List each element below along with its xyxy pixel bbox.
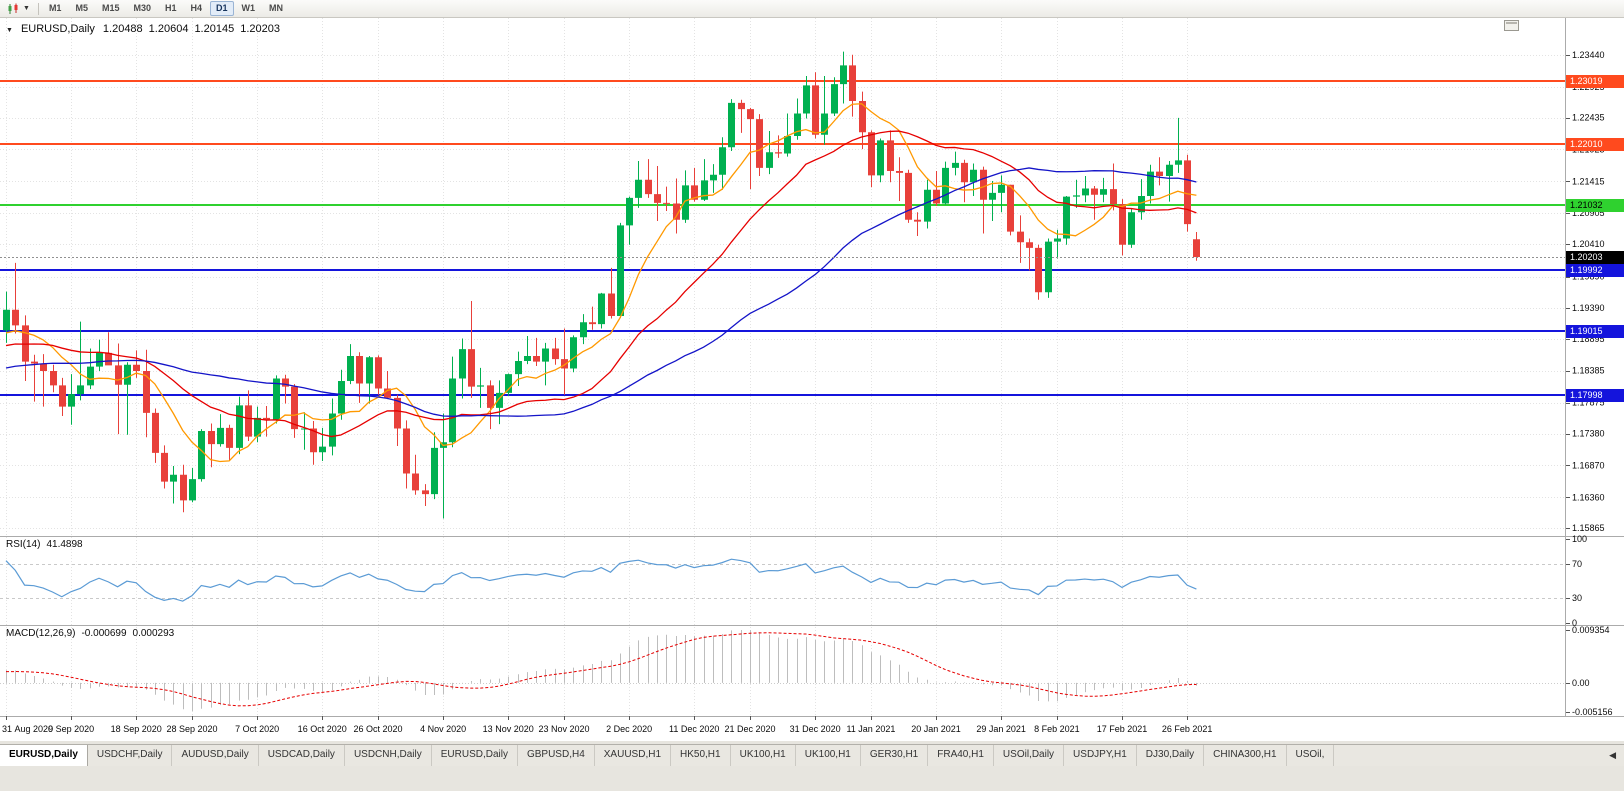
timeframe-button-w1[interactable]: W1 [241,3,256,13]
macd-name: MACD(12,26,9) [6,628,76,639]
chart-type-button[interactable]: ▼ [3,2,34,16]
macd-signal-value: 0.000293 [132,628,175,639]
chart-tab-3[interactable]: USDCAD,Daily [259,745,345,766]
open-value: 1.20488 [102,23,143,35]
timeframe-buttons: M1 M5 M15 M30 H1 H4 D1 W1 MN [43,1,289,16]
timeframe-button-h1[interactable]: H1 [165,3,177,13]
chart-title: ▼ EURUSD,Daily 1.20488 1.20604 1.20145 1… [6,23,280,35]
status-strip [0,766,1624,791]
timeframe-button-m1[interactable]: M1 [48,3,62,13]
candlestick-chart-icon [8,3,18,14]
price-level-badge-5: 1.17998 [1566,389,1624,402]
timeframe-button-m15[interactable]: M15 [101,3,120,13]
rsi-indicator-label: RSI(14) 41.4898 [6,539,83,550]
chart-tab-0[interactable]: EURUSD,Daily [0,745,88,766]
chart-tab-7[interactable]: XAUUSD,H1 [595,745,672,766]
chart-tab-13[interactable]: USOil,Daily [994,745,1065,766]
current-price-badge: 1.20203 [1566,251,1624,264]
chart-area: ▼ EURUSD,Daily 1.20488 1.20604 1.20145 1… [0,18,1624,741]
chart-tab-12[interactable]: FRA40,H1 [928,745,994,766]
chart-tab-10[interactable]: UK100,H1 [796,745,861,766]
timeframe-button-h4[interactable]: H4 [190,3,203,13]
timeframe-button-mn[interactable]: MN [269,3,284,13]
price-level-badge-1: 1.22010 [1566,138,1624,151]
close-value: 1.20203 [240,23,280,35]
timeframe-toolbar: ▼ M1 M5 M15 M30 H1 H4 D1 W1 MN [0,0,1624,18]
low-value: 1.20145 [194,23,235,35]
chart-bottom-edge [0,741,1624,744]
chevron-down-icon: ▼ [23,4,30,12]
tab-scroll-left-button[interactable]: ◀ [1609,750,1616,760]
price-chart-canvas[interactable] [0,18,1624,741]
price-level-badge-2: 1.21032 [1566,199,1624,212]
symbol-label: EURUSD,Daily [20,23,95,35]
chart-tab-8[interactable]: HK50,H1 [671,745,731,766]
chart-tab-16[interactable]: CHINA300,H1 [1204,745,1287,766]
high-value: 1.20604 [148,23,189,35]
chart-tab-5[interactable]: EURUSD,Daily [432,745,518,766]
price-level-badge-4: 1.19015 [1566,325,1624,338]
chart-tab-14[interactable]: USDJPY,H1 [1064,745,1137,766]
chart-tab-9[interactable]: UK100,H1 [731,745,796,766]
chart-tab-15[interactable]: DJ30,Daily [1137,745,1205,766]
chart-tab-1[interactable]: USDCHF,Daily [88,745,173,766]
chart-tab-6[interactable]: GBPUSD,H4 [518,745,595,766]
rsi-value: 41.4898 [46,539,83,550]
macd-main-value: -0.000699 [81,628,127,639]
chart-tab-11[interactable]: GER30,H1 [861,745,929,766]
timeframe-button-m5[interactable]: M5 [75,3,88,13]
chart-tab-17[interactable]: USOil, [1287,745,1335,766]
chart-tabs-bar: EURUSD,Daily USDCHF,Daily AUDUSD,Daily USDC… [0,744,1624,766]
price-level-badge-3: 1.19992 [1566,264,1624,277]
rsi-name: RSI(14) [6,539,41,550]
timeframe-button-m30[interactable]: M30 [133,3,151,13]
toolbar-separator [37,2,39,15]
chart-tab-2[interactable]: AUDUSD,Daily [172,745,259,766]
one-click-trading-arrow[interactable]: ▼ [6,27,13,34]
timeframe-button-d1[interactable]: D1 [210,1,234,16]
chart-tab-4[interactable]: USDCNH,Daily [345,745,432,766]
price-level-badge-0: 1.23019 [1566,75,1624,88]
window-restore-icon[interactable] [1504,20,1519,31]
macd-indicator-label: MACD(12,26,9) -0.000699 0.000293 [6,628,174,639]
